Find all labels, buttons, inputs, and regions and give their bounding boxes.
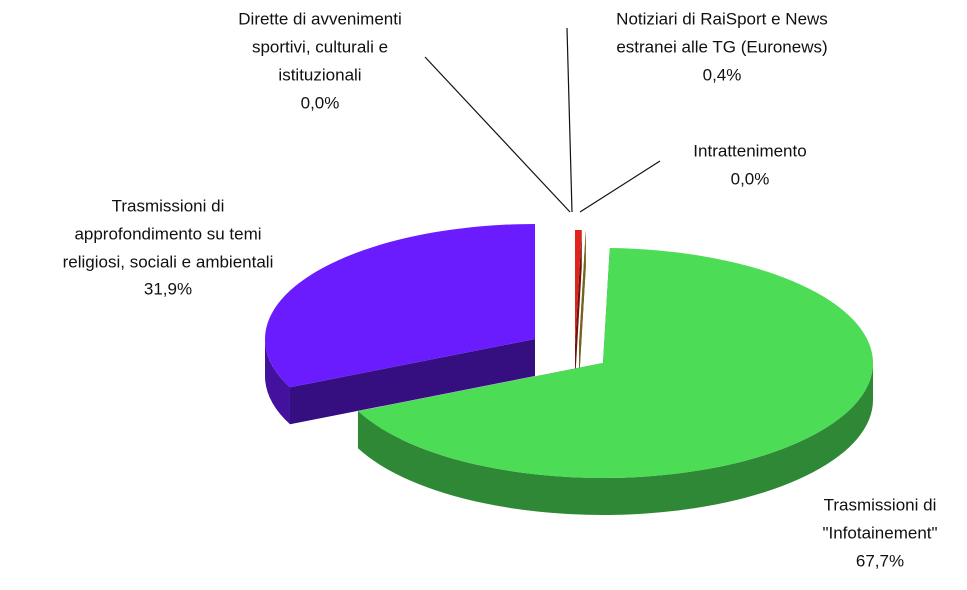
slice-cut-face — [575, 230, 582, 382]
slice-top — [357, 248, 874, 479]
value-label: 0,0% — [301, 93, 340, 112]
slice-label: Trasmissioni di — [824, 495, 937, 514]
slice-top — [575, 230, 582, 345]
slice-label: estranei alle TG (Euronews) — [616, 37, 827, 56]
slice — [579, 230, 586, 382]
slice-cut-face — [289, 339, 535, 425]
slice-top — [265, 224, 535, 388]
slice-cut-face — [579, 230, 586, 382]
slice-side — [357, 363, 874, 515]
slice-label: approfondimento su temi — [74, 224, 261, 243]
value-label: 67,7% — [856, 551, 904, 570]
slice-side — [265, 339, 290, 425]
slice-label: istituzionali — [278, 65, 361, 84]
leader-line — [566, 27, 573, 213]
slice-label: Trasmissioni di — [112, 196, 225, 215]
leader-line — [579, 160, 661, 213]
slice-label: sportivi, culturali e — [252, 37, 388, 56]
slice-label: Intrattenimento — [693, 141, 806, 160]
slice — [357, 248, 874, 515]
slice-label: religiosi, sociali e ambientali — [63, 252, 274, 271]
slice-label: Notiziari di RaiSport e News — [616, 9, 828, 28]
value-label: 0,0% — [731, 169, 770, 188]
value-label: 0,4% — [703, 65, 742, 84]
leader-line — [424, 56, 571, 213]
slice-label: Dirette di avvenimenti — [238, 9, 401, 28]
slice — [575, 230, 582, 382]
slice — [265, 224, 535, 425]
value-label: 31,9% — [144, 279, 192, 298]
slice-label: "Infotainement" — [822, 523, 937, 542]
